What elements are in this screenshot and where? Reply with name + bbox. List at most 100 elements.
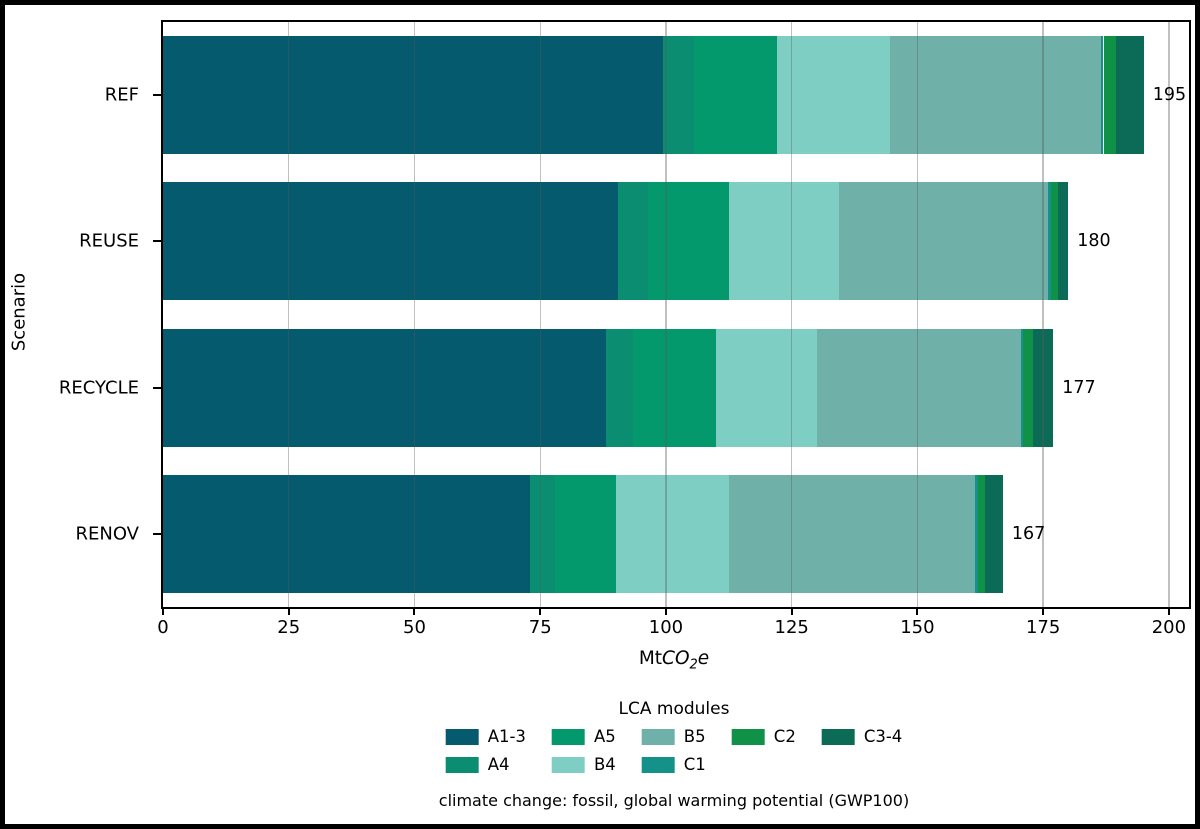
gridline-125 <box>790 22 793 607</box>
bar-REUSE-segment-C2 <box>1050 182 1059 301</box>
y-tick-label-RECYCLE: RECYCLE <box>58 377 139 399</box>
legend-item-B5: B5 <box>641 727 706 746</box>
x-tick-175 <box>1042 607 1045 615</box>
legend-item-A4: A4 <box>445 755 526 774</box>
legend-swatch-B5 <box>641 728 675 745</box>
y-tick-RENOV <box>153 532 161 535</box>
legend-item-B4: B4 <box>551 755 616 774</box>
legend-item-A1-3: A1-3 <box>445 727 526 746</box>
bar-RENOV-segment-B5 <box>728 474 976 593</box>
x-tick-label-150: 150 <box>900 617 935 638</box>
bar-REUSE-segment-B4 <box>728 182 840 301</box>
legend-label-A1-3: A1-3 <box>487 727 526 746</box>
bar-RECYCLE-segment-A5 <box>633 328 717 447</box>
gridline-50 <box>413 22 416 607</box>
gridline-200 <box>1168 22 1170 607</box>
legend-swatch-C2 <box>731 728 765 745</box>
legend-swatch-A1-3 <box>445 728 479 745</box>
x-axis-title-prefix: Mt <box>638 648 663 669</box>
bar-RENOV-segment-C3-4 <box>985 474 1003 593</box>
bar-REUSE-total: 180 <box>1077 231 1111 252</box>
bar-RENOV-segment-A5 <box>555 474 616 593</box>
x-axis-title-sub: 2 <box>689 657 698 673</box>
legend-swatch-C1 <box>641 756 675 773</box>
x-axis-title: MtCO2e <box>639 648 709 673</box>
bar-RECYCLE-segment-C3-4 <box>1033 328 1054 447</box>
y-tick-REUSE <box>153 240 161 243</box>
bar-RENOV <box>163 474 1189 593</box>
x-axis-title-suffix: e <box>697 648 710 669</box>
gridline-150 <box>916 22 919 607</box>
legend-column-2: A5 B4 <box>551 727 616 774</box>
legend-swatch-A4 <box>445 756 479 773</box>
bar-REUSE-segment-A5 <box>648 182 729 301</box>
x-tick-50 <box>413 607 416 615</box>
bar-RENOV-segment-C1 <box>975 474 978 593</box>
bar-REF-segment-A4 <box>663 36 694 155</box>
bar-REF-segment-A1-3 <box>163 36 664 155</box>
y-tick-label-REF: REF <box>104 84 139 106</box>
bar-RENOV-segment-C2 <box>977 474 986 593</box>
legend-column-4: C2 <box>731 727 796 746</box>
legend-label-A5: A5 <box>593 727 616 746</box>
bar-RECYCLE <box>163 328 1189 447</box>
legend-title: LCA modules <box>618 699 730 719</box>
legend-column-3: B5 C1 <box>641 727 706 774</box>
x-tick-label-25: 25 <box>277 617 301 638</box>
x-tick-label-200: 200 <box>1151 617 1187 638</box>
legend-item-C3-4: C3-4 <box>821 727 903 746</box>
legend-column-5: C3-4 <box>821 727 903 746</box>
bar-REUSE-segment-A1-3 <box>163 182 619 301</box>
gridline-175 <box>1042 22 1044 607</box>
x-tick-label-100: 100 <box>648 617 684 638</box>
bar-REF-segment-B4 <box>776 36 890 155</box>
x-tick-75 <box>539 607 542 615</box>
plot-area <box>161 20 1191 609</box>
y-tick-label-REUSE: REUSE <box>79 230 139 252</box>
bar-RECYCLE-segment-C1 <box>1020 328 1023 447</box>
legend-label-C3-4: C3-4 <box>863 727 903 746</box>
bar-REF <box>163 36 1189 155</box>
legend-item-C1: C1 <box>641 755 706 774</box>
bar-RECYCLE-segment-A4 <box>605 328 634 447</box>
x-tick-label-175: 175 <box>1025 617 1061 638</box>
legend-label-B4: B4 <box>593 755 616 774</box>
legend-column-1: A1-3 A4 <box>445 727 526 774</box>
y-tick-label-RENOV: RENOV <box>75 523 139 545</box>
bar-RENOV-total: 167 <box>1011 523 1046 544</box>
bar-RECYCLE-total: 177 <box>1062 377 1096 398</box>
bar-RENOV-segment-B4 <box>615 474 729 593</box>
bar-REF-segment-C3-4 <box>1116 36 1144 155</box>
legend: LCA modules A1-3 A4 A5 B4 B5 C1 C2 C3-4 <box>445 699 903 774</box>
legend-swatch-A5 <box>551 728 585 745</box>
bar-RECYCLE-segment-A1-3 <box>163 328 606 447</box>
x-tick-150 <box>916 607 919 615</box>
legend-label-A4: A4 <box>487 755 510 774</box>
y-tick-RECYCLE <box>153 386 161 389</box>
bar-RENOV-segment-A1-3 <box>163 474 531 593</box>
gridline-25 <box>288 22 290 607</box>
x-tick-25 <box>287 607 290 615</box>
bar-REF-segment-B5 <box>889 36 1101 155</box>
gridline-75 <box>539 22 541 607</box>
bar-RECYCLE-segment-B4 <box>716 328 817 447</box>
bar-REF-total: 195 <box>1152 85 1187 106</box>
gridline-100 <box>665 22 667 607</box>
x-tick-125 <box>790 607 793 615</box>
x-axis-title-italic: CO <box>662 648 690 669</box>
bar-REUSE-segment-A4 <box>618 182 649 301</box>
x-tick-label-50: 50 <box>403 617 426 638</box>
x-tick-label-0: 0 <box>157 617 169 638</box>
bar-REF-segment-C2 <box>1103 36 1117 155</box>
caption: climate change: fossil, global warming p… <box>438 791 910 810</box>
bar-REF-segment-A5 <box>693 36 777 155</box>
legend-swatch-C3-4 <box>821 728 855 745</box>
legend-label-C1: C1 <box>683 755 706 774</box>
y-axis-title: Scenario <box>8 272 30 352</box>
x-tick-0 <box>162 607 164 615</box>
legend-item-A5: A5 <box>551 727 616 746</box>
bar-REUSE-segment-C1 <box>1048 182 1051 301</box>
x-tick-label-125: 125 <box>774 617 809 638</box>
y-tick-REF <box>153 94 161 97</box>
